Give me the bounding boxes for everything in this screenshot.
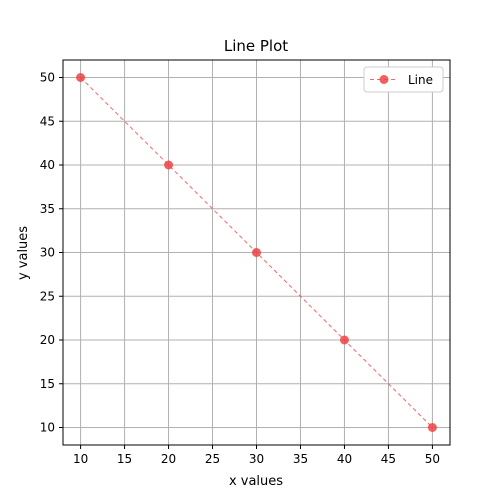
data-point [252,248,261,257]
x-tick-label: 20 [161,452,176,466]
x-tick-label: 30 [249,452,264,466]
data-point [427,423,437,432]
legend-label: Line [408,73,433,87]
x-tick-label: 40 [337,452,352,466]
y-tick-label: 40 [40,158,55,172]
y-tick-label: 15 [40,377,55,391]
x-tick-label: 50 [425,452,440,466]
data-point [339,335,349,345]
y-tick-label: 10 [40,421,55,435]
legend: Line [363,66,444,93]
y-tick-label: 50 [40,71,55,85]
x-tick-label: 45 [381,452,396,466]
x-tick-label: 25 [205,452,220,466]
y-tick-label: 20 [40,333,55,347]
data-point [164,160,174,170]
plot-frame [62,59,451,446]
data-point [76,73,86,82]
x-tick-label: 15 [117,452,132,466]
y-tick-label: 25 [40,289,55,303]
legend-marker-swatch [379,75,389,84]
x-tick-label: 10 [73,452,88,466]
y-tick-label: 45 [40,114,55,128]
legend-box [363,66,444,93]
x-tick-label: 35 [293,452,308,466]
y-axis-label: y values [16,226,31,280]
x-axis-ticks: 10 15 20 25 30 35 40 45 50 [73,445,440,466]
chart-title: Line Plot [224,37,288,55]
y-tick-label: 35 [40,202,55,216]
x-axis-label: x values [229,474,283,489]
y-axis-ticks: 10 15 20 25 30 35 40 45 50 [40,71,63,435]
y-tick-label: 30 [40,246,55,260]
series-layer [76,73,437,432]
